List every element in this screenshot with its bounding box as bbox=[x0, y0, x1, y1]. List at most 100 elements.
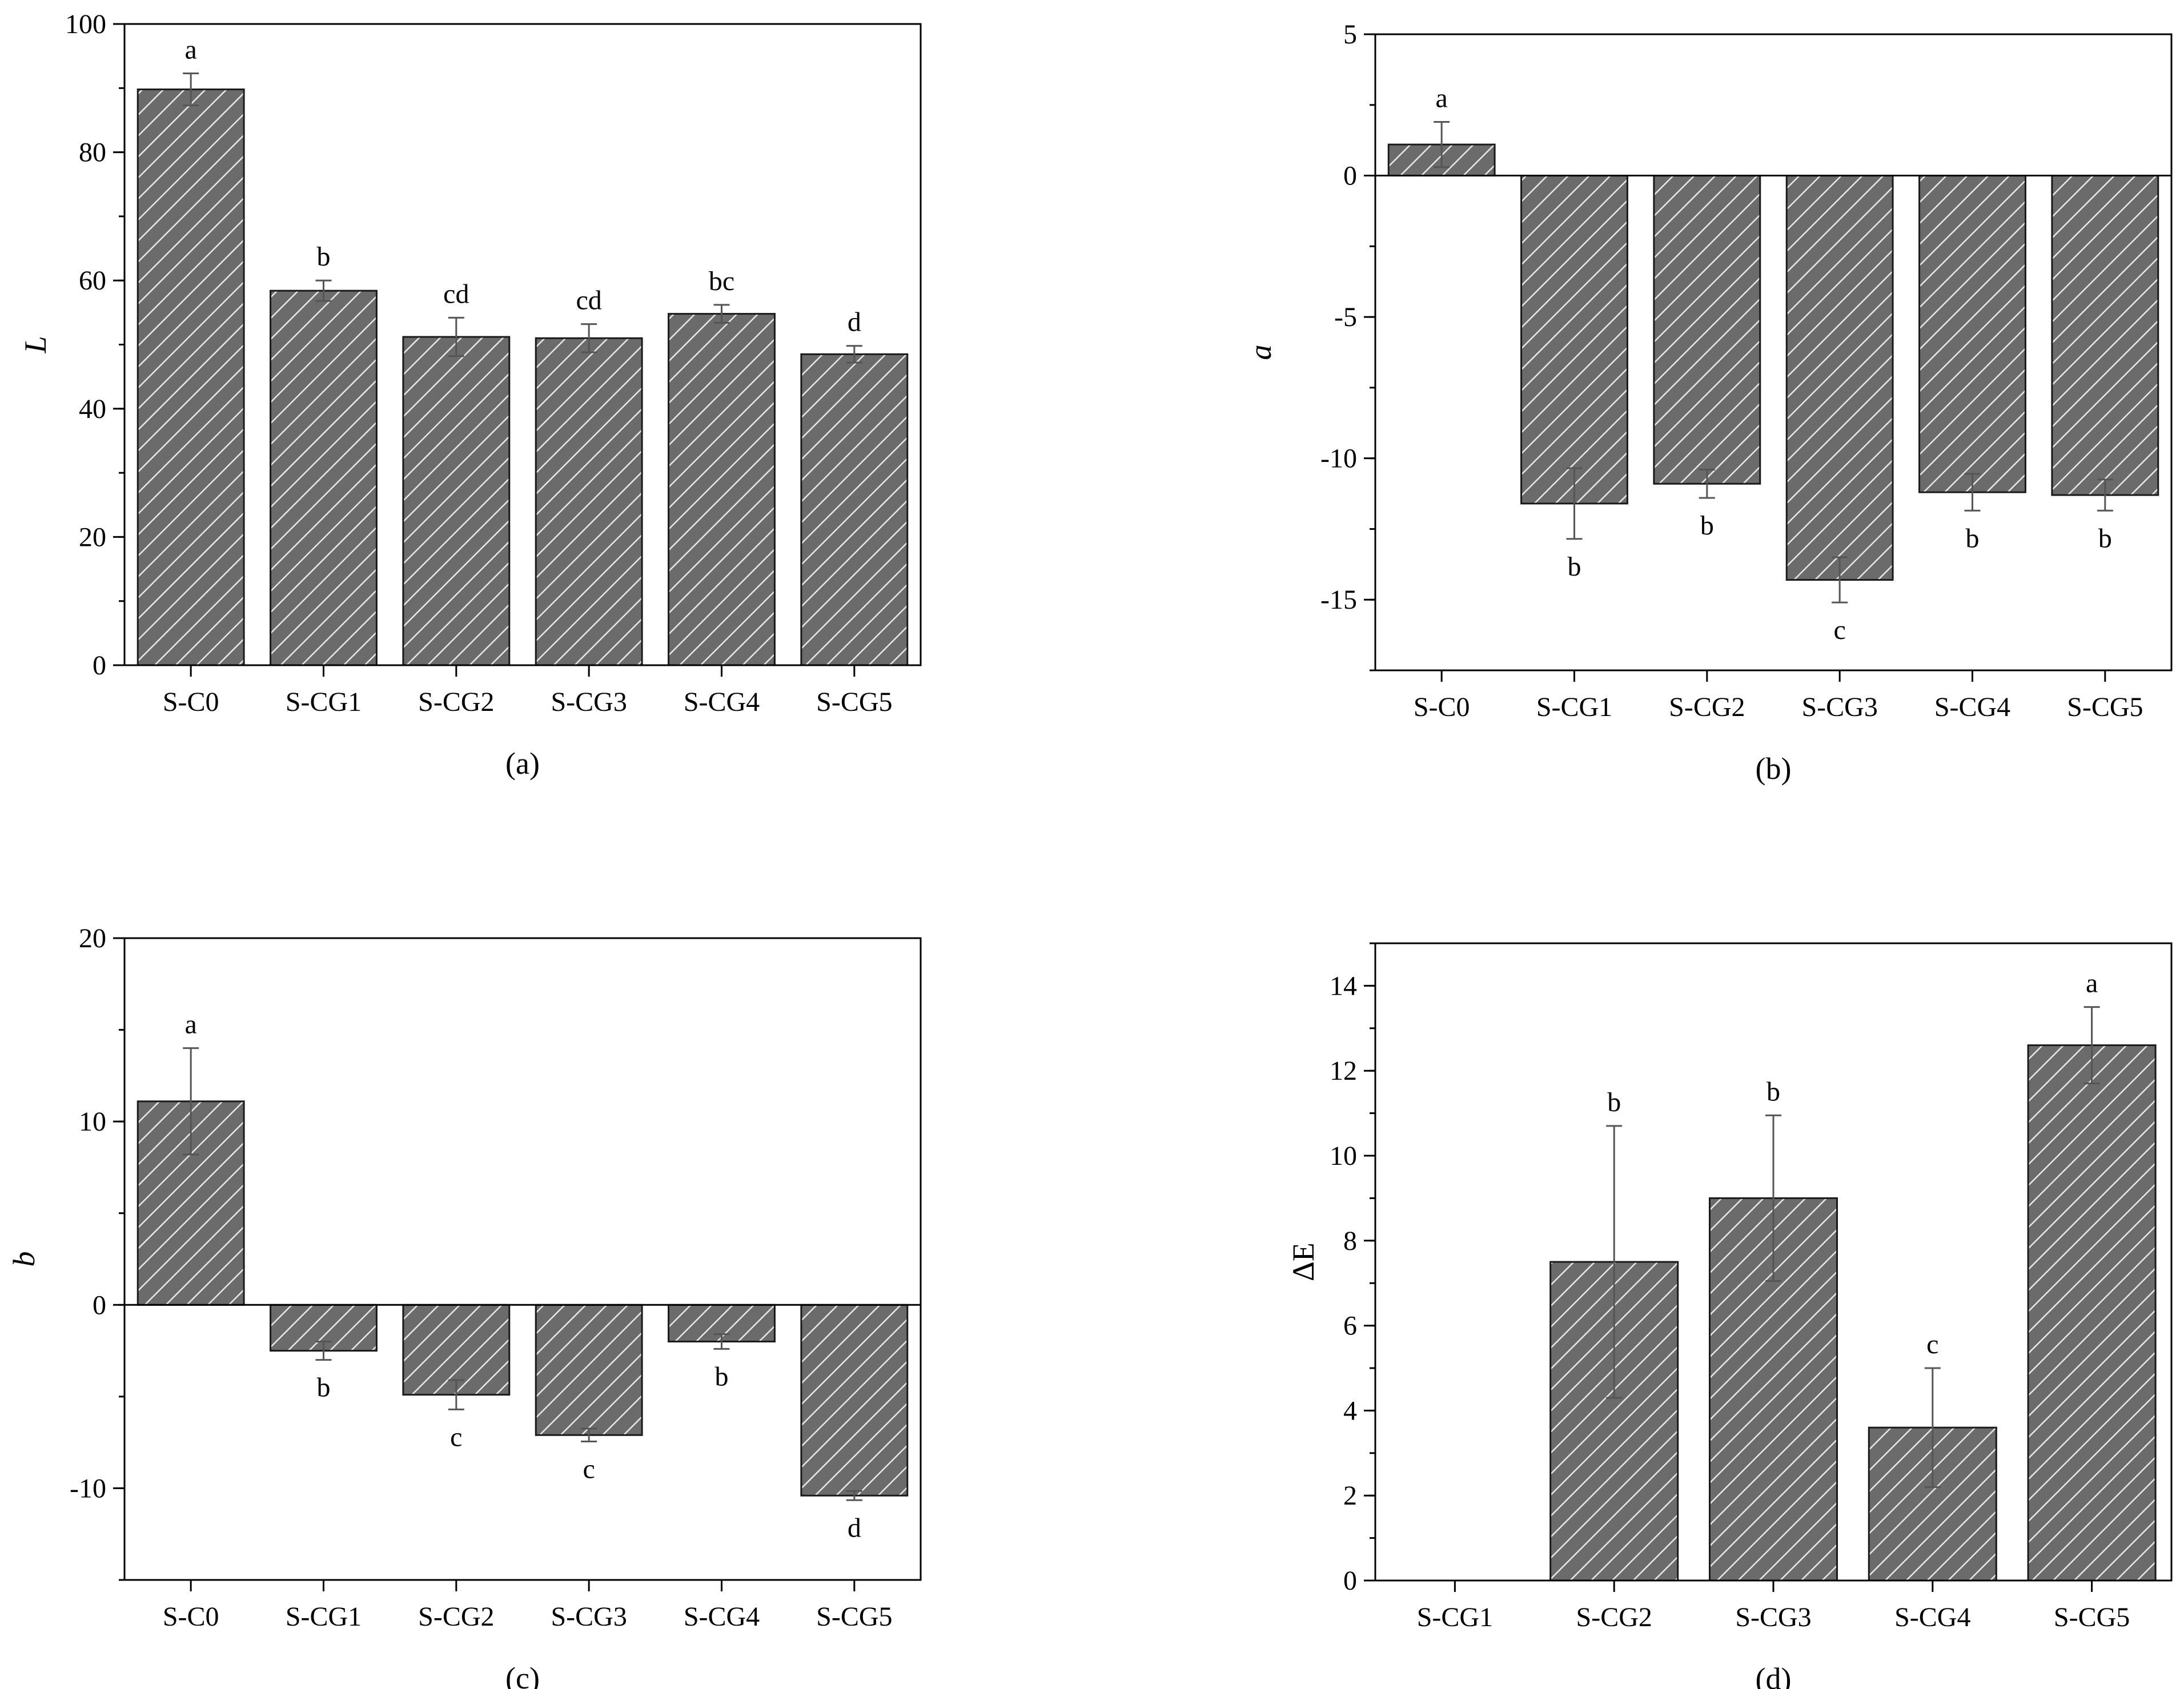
x-tick-label: S-CG4 bbox=[1934, 692, 2010, 722]
x-tick-label: S-CG1 bbox=[1417, 1602, 1493, 1632]
bar bbox=[2051, 175, 2159, 496]
error-bar bbox=[1964, 473, 1981, 512]
error-bar bbox=[2083, 1006, 2100, 1085]
significance-label: b bbox=[715, 1361, 729, 1392]
bar bbox=[800, 1304, 909, 1497]
y-tick-label: 10 bbox=[79, 1107, 106, 1137]
y-tick-label: 8 bbox=[1343, 1226, 1357, 1256]
y-tick-label: 40 bbox=[79, 394, 106, 424]
error-bar bbox=[1434, 120, 1450, 168]
x-tick-label: S-CG4 bbox=[684, 1602, 760, 1632]
chart-panel-b: a b b c b b -15 -10 -5 0 5 S-C0 S-CG1 S-CG2 S-CG3 S-CG4… bbox=[1243, 19, 2173, 786]
significance-label: b bbox=[317, 242, 331, 272]
x-tick-label: S-CG5 bbox=[2054, 1602, 2130, 1632]
bar bbox=[1653, 175, 1761, 485]
error-bar bbox=[183, 72, 199, 107]
significance-label: c bbox=[450, 1422, 462, 1452]
panel-caption: (b) bbox=[1756, 751, 1792, 786]
y-tick-label: -10 bbox=[1320, 444, 1357, 474]
error-bar bbox=[1699, 468, 1715, 499]
x-tick-label: S-C0 bbox=[163, 1602, 219, 1632]
x-tick-label: S-CG4 bbox=[684, 687, 760, 717]
error-bar bbox=[1606, 1125, 1623, 1399]
error-bar bbox=[713, 1333, 730, 1350]
significance-label: b bbox=[1700, 510, 1714, 541]
y-tick-label: 80 bbox=[79, 138, 106, 168]
significance-label: a bbox=[2086, 968, 2098, 999]
significance-label: d bbox=[848, 1513, 861, 1543]
error-bar bbox=[2097, 478, 2113, 512]
x-tick-label: S-CG5 bbox=[2067, 692, 2143, 722]
panel-caption: (d) bbox=[1756, 1662, 1792, 1689]
x-tick-label: S-CG1 bbox=[286, 687, 362, 717]
x-tick-label: S-CG5 bbox=[816, 687, 892, 717]
significance-label: c bbox=[1926, 1329, 1938, 1360]
bar bbox=[2027, 1044, 2157, 1582]
error-bar bbox=[1765, 1114, 1781, 1282]
plot-frame bbox=[1374, 33, 2173, 671]
x-tick-label: S-C0 bbox=[1414, 692, 1470, 722]
error-bar bbox=[448, 1379, 464, 1410]
bar bbox=[1918, 175, 2026, 493]
y-tick-label: 5 bbox=[1343, 19, 1357, 50]
significance-label: d bbox=[848, 307, 861, 337]
x-tick-label: S-CG2 bbox=[1669, 692, 1745, 722]
error-bar bbox=[581, 1427, 597, 1443]
y-tick-label: 2 bbox=[1343, 1481, 1357, 1511]
error-bar bbox=[713, 304, 730, 324]
y-tick-label: 0 bbox=[1343, 1566, 1357, 1596]
error-bar bbox=[1566, 467, 1583, 540]
x-tick-label: S-CG3 bbox=[551, 1602, 627, 1632]
y-tick-label: 0 bbox=[93, 650, 106, 681]
y-tick-label: 20 bbox=[79, 522, 106, 552]
x-tick-label: S-CG2 bbox=[1576, 1602, 1652, 1632]
y-tick-label: 6 bbox=[1343, 1311, 1357, 1341]
significance-label: b bbox=[1767, 1076, 1780, 1107]
y-axis-title: b bbox=[7, 1252, 41, 1267]
x-tick-label: S-CG3 bbox=[1735, 1602, 1811, 1632]
chart-panel-d: b b c a 0 2 4 6 8 10 12 14 S-CG1 S-CG2 S-CG3 S-CG4 S-CG5… bbox=[1286, 942, 2173, 1689]
significance-label: a bbox=[185, 1010, 197, 1040]
y-tick-label: 10 bbox=[1330, 1141, 1357, 1171]
x-tick-label: S-CG2 bbox=[418, 1602, 494, 1632]
significance-label: b bbox=[317, 1373, 331, 1403]
error-bar bbox=[581, 323, 597, 353]
y-axis-title: L bbox=[18, 336, 53, 353]
error-bar bbox=[315, 279, 332, 302]
significance-label: b bbox=[2098, 523, 2112, 553]
bar bbox=[668, 313, 776, 666]
significance-label: cd bbox=[443, 279, 469, 309]
significance-label: bc bbox=[709, 266, 734, 296]
error-bar bbox=[1924, 1367, 1941, 1488]
significance-label: c bbox=[1834, 615, 1846, 645]
x-tick-label: S-CG5 bbox=[816, 1602, 892, 1632]
error-bar bbox=[846, 345, 862, 364]
plot-frame bbox=[123, 937, 922, 1581]
x-tick-label: S-CG1 bbox=[286, 1602, 362, 1632]
bar bbox=[535, 1304, 643, 1436]
significance-label: b bbox=[1607, 1087, 1621, 1117]
y-axis-title: a bbox=[1243, 345, 1278, 360]
error-bar bbox=[846, 1490, 862, 1501]
y-tick-label: 14 bbox=[1330, 971, 1357, 1001]
error-bar bbox=[1832, 556, 1848, 604]
y-tick-label: -15 bbox=[1320, 585, 1357, 615]
x-tick-label: S-CG3 bbox=[551, 687, 627, 717]
x-tick-label: S-CG2 bbox=[418, 687, 494, 717]
y-tick-label: -10 bbox=[70, 1473, 106, 1503]
significance-label: b bbox=[1966, 523, 1980, 553]
y-tick-label: -5 bbox=[1334, 302, 1357, 332]
x-tick-label: S-CG3 bbox=[1801, 692, 1877, 722]
bar bbox=[270, 289, 378, 666]
bar bbox=[1520, 175, 1628, 505]
bar bbox=[535, 337, 643, 666]
x-tick-label: S-CG4 bbox=[1894, 1602, 1970, 1632]
bar bbox=[136, 89, 245, 666]
error-bar bbox=[315, 1341, 332, 1361]
bar bbox=[1785, 175, 1894, 581]
bar bbox=[402, 336, 511, 666]
y-tick-label: 0 bbox=[1343, 161, 1357, 191]
chart-panel-c: a b c c b d -10 0 10 20 S-C0 S-CG1 S-CG2 S-CG3 S-CG4 S-… bbox=[7, 923, 922, 1689]
